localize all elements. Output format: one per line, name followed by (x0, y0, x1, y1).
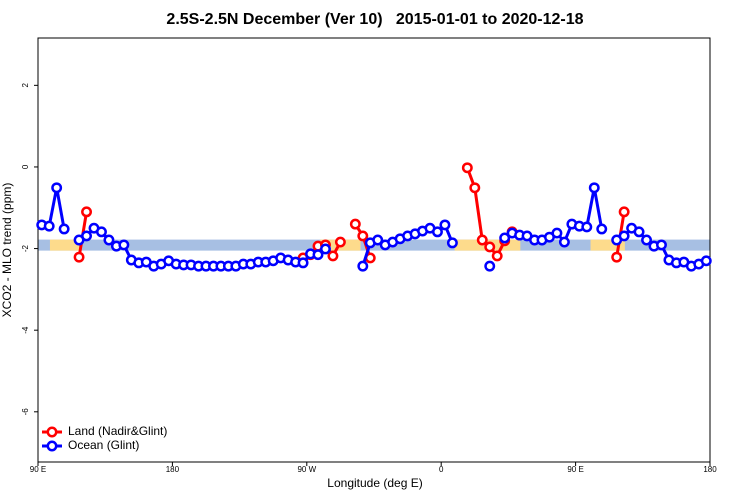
data-point (357, 260, 369, 272)
data-point (656, 239, 667, 251)
y-axis-label: XCO2 - MLO trend (ppm) (0, 183, 14, 318)
y-tick-label: 0 (21, 164, 30, 169)
y-tick-label: -4 (21, 326, 30, 334)
data-point (372, 234, 384, 246)
data-point (588, 182, 600, 194)
data-point (51, 182, 63, 194)
data-point (297, 257, 309, 269)
x-axis-label: Longitude (deg E) (327, 476, 422, 490)
data-point (558, 236, 570, 248)
data-point (476, 234, 488, 246)
data-point (551, 227, 563, 239)
land-band-segment (590, 239, 625, 251)
data-point (81, 206, 92, 218)
chart-title: 2.5S-2.5N December (Ver 10) 2015-01-01 t… (166, 11, 583, 28)
data-point (73, 251, 85, 263)
x-tick-label: 90 E (30, 465, 46, 474)
legend-label: Ocean (Glint) (68, 438, 139, 452)
data-point (334, 236, 346, 248)
y-tick-label: 2 (21, 83, 30, 88)
data-point (96, 226, 107, 238)
data-point (484, 241, 496, 253)
plot-frame (37, 37, 711, 463)
data-point (633, 226, 645, 238)
data-point (118, 239, 130, 251)
data-point (357, 230, 369, 242)
data-point (439, 219, 451, 231)
y-tick-label: -2 (21, 244, 30, 252)
data-point (611, 251, 623, 263)
data-point (618, 230, 630, 242)
data-point (349, 218, 361, 230)
data-point (461, 162, 473, 174)
x-tick-label: 180 (166, 465, 180, 474)
data-point (499, 232, 511, 244)
legend-marker (46, 440, 58, 452)
x-tick-label: 90 W (297, 465, 316, 474)
x-tick-label: 90 E (567, 465, 583, 474)
data-point (432, 226, 443, 238)
data-point (581, 221, 593, 233)
data-point (327, 250, 339, 262)
y-tick-label: -6 (21, 408, 30, 416)
land-band-segment (49, 239, 80, 251)
data-point (58, 223, 70, 235)
data-point (618, 206, 630, 218)
x-tick-label: 0 (439, 465, 444, 474)
data-point (469, 182, 481, 194)
data-point (491, 250, 503, 262)
legend-label: Land (Nadir&Glint) (68, 424, 167, 438)
data-point (446, 237, 458, 249)
data-point (103, 234, 115, 246)
data-point (700, 255, 712, 267)
data-point (312, 249, 324, 261)
legend-marker (46, 426, 58, 438)
data-point (320, 243, 331, 255)
data-point (641, 234, 652, 246)
data-point (81, 230, 92, 242)
data-point (596, 223, 608, 235)
x-tick-label: 180 (703, 465, 717, 474)
data-point (43, 220, 55, 232)
data-point (484, 260, 496, 272)
